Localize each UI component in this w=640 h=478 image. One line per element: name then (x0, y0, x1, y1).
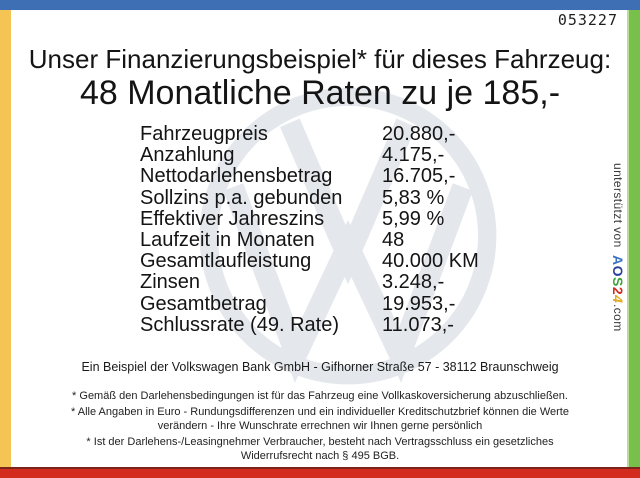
frame-bottom-bar (0, 467, 640, 478)
disclaimer-item: * Gemäß den Darlehensbedingungen ist für… (12, 390, 628, 403)
finance-label: Schlussrate (49. Rate) (140, 313, 339, 336)
finance-row: Nettodarlehensbetrag 16.705,- (140, 166, 479, 187)
frame-left-bar (0, 10, 11, 467)
finance-label: Zinsen (140, 271, 201, 294)
aos24-letter: 2 (610, 286, 626, 295)
finance-value: 48 (382, 229, 405, 252)
disclaimer-line: * Alle Angaben in Euro - Rundungsdiffere… (71, 406, 569, 419)
aos24-letter: A (610, 254, 626, 266)
finance-value: 3.248,- (382, 271, 445, 294)
vw-logo-icon (199, 87, 497, 385)
finance-value: 40.000 KM (382, 250, 479, 273)
finance-row: Gesamtbetrag 19.953,- (140, 292, 479, 315)
disclaimer-item: * Ist der Darlehens-/Leasingnehmer Verbr… (12, 436, 628, 463)
finance-label: Nettodarlehensbetrag (140, 165, 333, 188)
disclaimer-block: * Gemäß den Darlehensbedingungen ist für… (12, 390, 628, 466)
supporter-sidebar: unterstützt von AOS24.com (610, 163, 626, 353)
finance-value: 11.073,- (382, 313, 454, 336)
aos24-domain-suffix: .com (611, 304, 625, 332)
finance-row: Schlussrate (49. Rate) 11.073,- (140, 313, 479, 336)
finance-value: 16.705,- (382, 165, 456, 188)
finance-label: Effektiver Jahreszins (140, 207, 325, 230)
finance-row: Sollzins p.a. gebunden 5,83 % (140, 186, 479, 209)
disclaimer-line: * Ist der Darlehens-/Leasingnehmer Verbr… (86, 436, 554, 449)
disclaimer-line: Widerrufsrecht nach § 495 BGB. (240, 449, 400, 462)
aos24-letter: O (610, 265, 626, 277)
page-title: Unser Finanzierungsbeispiel* für dieses … (28, 44, 612, 74)
finance-label: Gesamtbetrag (140, 292, 267, 315)
finance-row: Gesamtlaufleistung 40.000 KM (140, 251, 479, 272)
document-number: 053227 (557, 11, 618, 29)
finance-label: Anzahlung (140, 144, 235, 167)
disclaimer-line: * Gemäß den Darlehensbedingungen ist für… (72, 390, 568, 402)
finance-row: Zinsen 3.248,- (140, 272, 479, 293)
frame-top-bar (0, 0, 640, 10)
aos24-letter: 4 (610, 294, 626, 304)
bank-address-line: Ein Beispiel der Volkswagen Bank GmbH - … (81, 360, 559, 374)
finance-table: Fahrzeugpreis 20.880,- Anzahlung 4.175,- Net… (140, 123, 479, 336)
aos24-logo: AOS24 (610, 255, 626, 303)
finance-row: Anzahlung 4.175,- (140, 145, 479, 166)
supported-by-label: unterstützt von (611, 163, 625, 248)
frame-right-bar (627, 10, 640, 467)
finance-value: 5,83 % (382, 186, 445, 209)
monthly-rate-headline: 48 Monatliche Raten zu je 185,- (79, 74, 561, 112)
finance-label: Sollzins p.a. gebunden (140, 186, 343, 209)
finance-row: Laufzeit in Monaten 48 (140, 229, 479, 252)
aos24-letter: S (610, 276, 626, 287)
finance-label: Fahrzeugpreis (140, 123, 268, 145)
finance-label: Laufzeit in Monaten (140, 229, 315, 252)
disclaimer-item: * Alle Angaben in Euro - Rundungsdiffere… (12, 406, 628, 433)
finance-row: Effektiver Jahreszins 5,99 % (140, 207, 479, 230)
finance-label: Gesamtlaufleistung (140, 250, 312, 273)
finance-row: Fahrzeugpreis 20.880,- (140, 123, 479, 145)
finance-value: 19.953,- (382, 292, 456, 315)
finance-value: 4.175,- (382, 144, 445, 167)
finance-value: 5,99 % (382, 207, 445, 230)
disclaimer-line: verändern - Ihre Wunschrate errechnen wi… (157, 419, 483, 432)
finance-value: 20.880,- (382, 123, 456, 145)
